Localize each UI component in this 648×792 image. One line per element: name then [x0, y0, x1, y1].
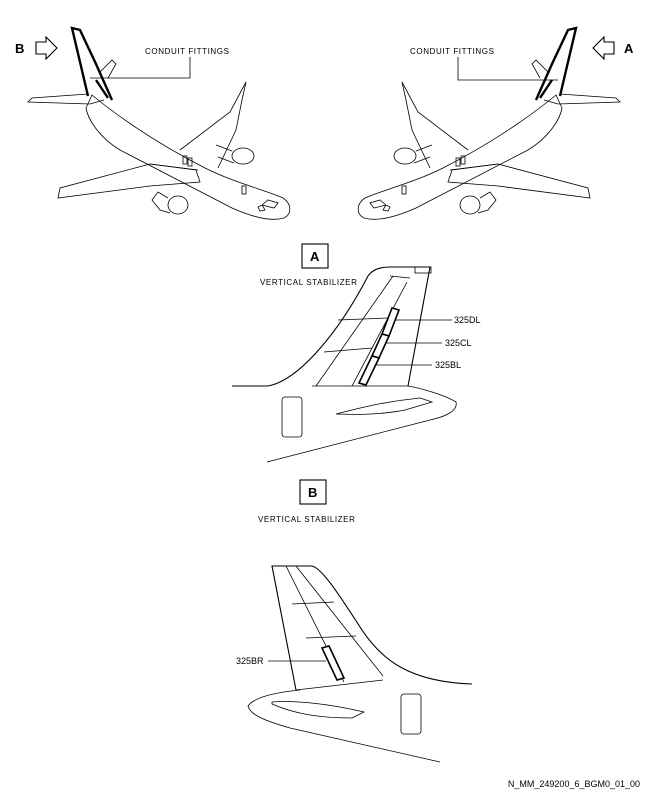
view-a-title: VERTICAL STABILIZER [260, 278, 358, 287]
aircraft-right [357, 26, 621, 220]
arrow-left-icon [592, 35, 615, 61]
view-a-box [301, 243, 329, 269]
view-a-letter: A [310, 249, 320, 264]
view-b-letter: B [308, 485, 317, 500]
conduit-fittings-label-right: CONDUIT FITTINGS [410, 47, 495, 56]
aircraft-left [27, 26, 291, 220]
conduit-fittings-label-left: CONDUIT FITTINGS [145, 47, 230, 56]
arrow-right-icon [35, 35, 58, 61]
callout-leader-right [457, 57, 558, 81]
figure-id: N_MM_249200_6_BGM0_01_00 [508, 779, 640, 789]
view-b-box [299, 479, 327, 505]
label-325cl: 325CL [445, 338, 472, 348]
view-b-title: VERTICAL STABILIZER [258, 515, 356, 524]
label-325bl: 325BL [435, 360, 461, 370]
arrow-letter-a: A [624, 41, 634, 56]
panel-325br [320, 645, 346, 681]
view-b-stabilizer [247, 565, 473, 763]
panel-325dl [380, 307, 401, 337]
panel-325cl [370, 333, 391, 359]
panel-325bl [357, 355, 381, 386]
arrow-letter-b: B [15, 41, 24, 56]
label-325br: 325BR [236, 656, 264, 666]
view-a-stabilizer [232, 266, 457, 463]
callout-leader-left [90, 57, 191, 79]
label-325dl: 325DL [454, 315, 481, 325]
